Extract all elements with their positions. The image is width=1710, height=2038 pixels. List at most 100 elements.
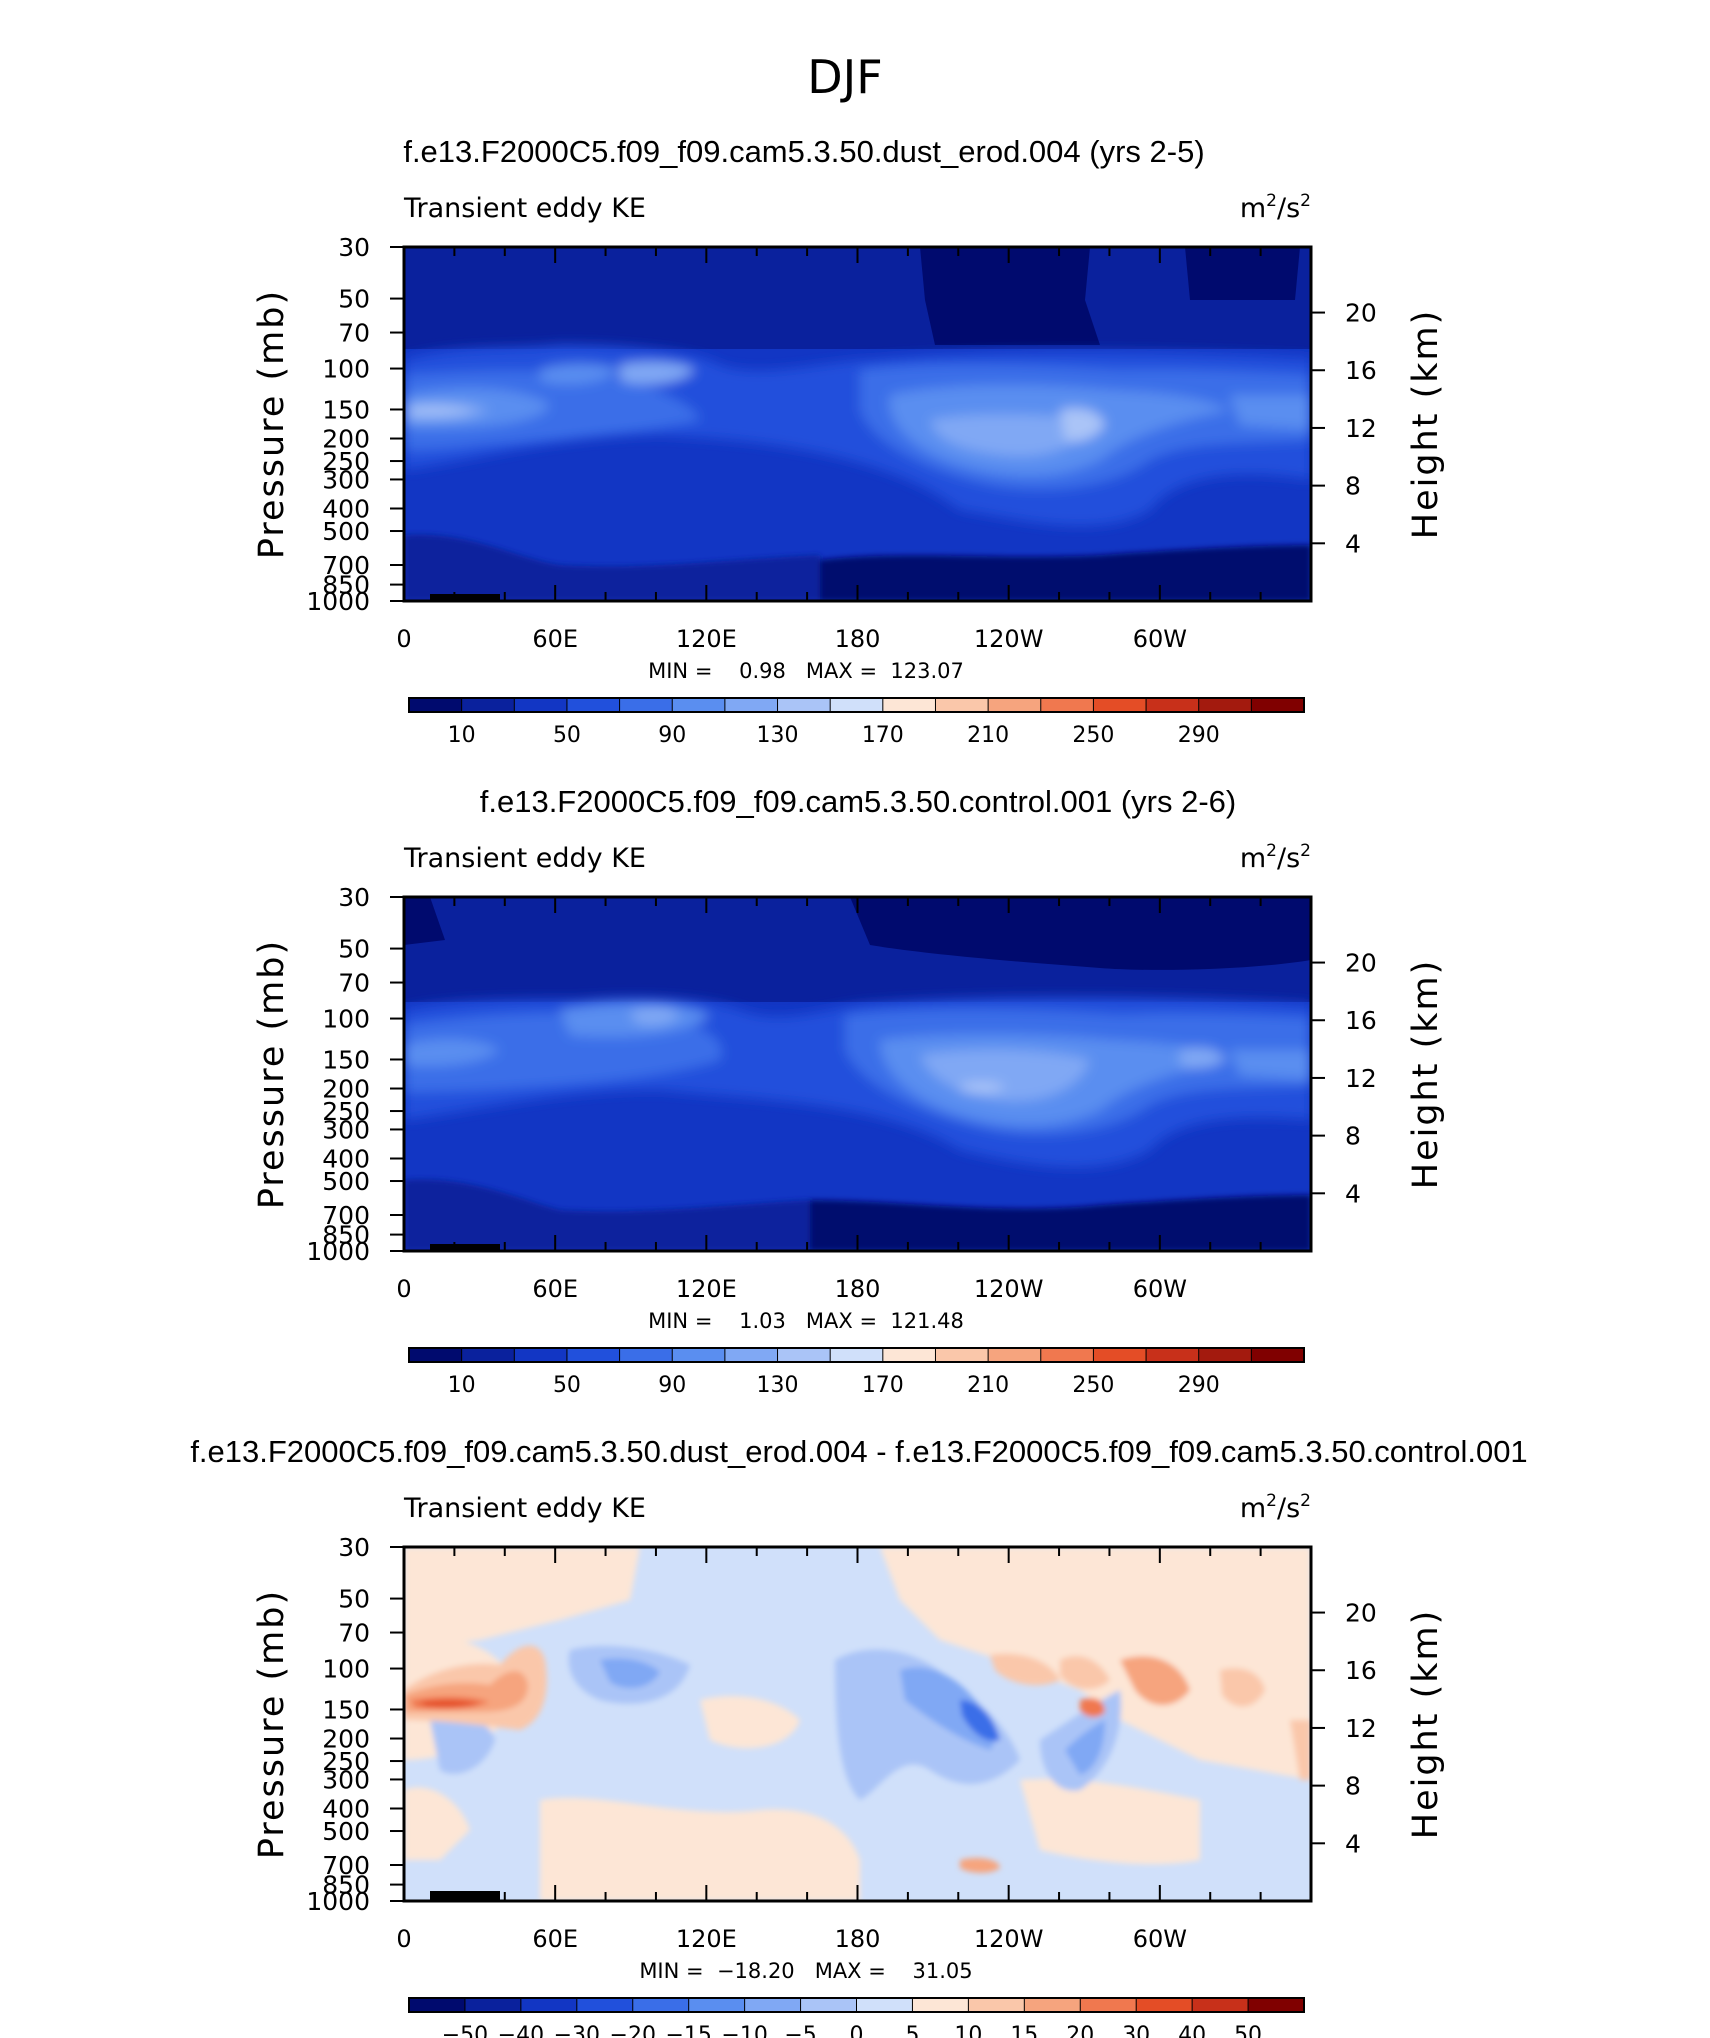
- y-tick-label: 500: [322, 517, 370, 546]
- x-tick-label: 0: [396, 625, 411, 653]
- field-negative: [900, 1667, 995, 1750]
- y2-axis-title: Height (km): [1406, 309, 1446, 540]
- colorbar-label: 210: [967, 723, 1009, 748]
- y-tick-label: 150: [322, 1695, 370, 1724]
- colorbar-box: [671, 1347, 726, 1363]
- colorbar-box: [934, 697, 990, 713]
- x-tick-label: 60E: [532, 625, 578, 653]
- panel-title: f.e13.F2000C5.f09_f09.cam5.3.50.dust_ero…: [190, 1434, 1527, 1469]
- colorbar-label: 170: [862, 723, 904, 748]
- y-axis-title: Pressure (mb): [252, 289, 292, 559]
- colorbar: −50 −40 −30 −20 −15 −10 −5 0 5 10 15 20 30 40 50: [408, 1997, 1305, 2038]
- y-axis-title: Pressure (mb): [252, 939, 292, 1209]
- stats-text: MIN = −18.20 MAX = 31.05: [639, 1959, 972, 1983]
- colorbar-box: [987, 697, 1042, 713]
- y-tick-label: 200: [322, 1725, 370, 1754]
- panel-dust-erod: f.e13.F2000C5.f09_f09.cam5.3.50.dust_ero…: [252, 134, 1446, 748]
- colorbar-label: −10: [721, 2023, 767, 2038]
- colorbar-label: 250: [1072, 1373, 1114, 1398]
- colorbar-box: [408, 1997, 466, 2013]
- colorbar-box: [829, 1347, 884, 1363]
- y-tick-label: 100: [322, 1655, 370, 1684]
- field-lower: [404, 1179, 810, 1251]
- field-strat-dark: [1185, 247, 1300, 300]
- colorbar-box: [408, 697, 463, 713]
- colorbar-box: [619, 697, 674, 713]
- field-positive: [1020, 1779, 1200, 1865]
- field-positive: [1220, 1668, 1265, 1707]
- field-positive: [420, 1700, 480, 1708]
- colorbar-box: [671, 697, 726, 713]
- y2-tick-label: 20: [1345, 299, 1377, 328]
- field-negative: [430, 1716, 495, 1774]
- y-tick-label: 850: [322, 571, 370, 600]
- colorbar-box: [566, 1347, 621, 1363]
- units-label: m2/s2: [1240, 1491, 1311, 1524]
- field-negative: [600, 1658, 660, 1688]
- field-stratosphere: [404, 247, 1311, 349]
- y2-tick-label: 16: [1345, 356, 1377, 385]
- y-tick-label: 70: [338, 1619, 370, 1648]
- y-tick-label: 250: [322, 1097, 370, 1126]
- y-tick-label: 850: [322, 1221, 370, 1250]
- field-jet-core: [404, 1038, 500, 1067]
- contour-field: [404, 897, 1311, 1251]
- colorbar-label: 290: [1178, 723, 1220, 748]
- colorbar-box: [987, 1347, 1042, 1363]
- x-tick-label: 60W: [1133, 1925, 1187, 1953]
- field-positive: [990, 1653, 1060, 1686]
- colorbar-box: [461, 1347, 516, 1363]
- y-tick-label: 700: [322, 551, 370, 580]
- colorbar-label: 210: [967, 1373, 1009, 1398]
- y-tick-label: 1000: [306, 587, 370, 616]
- colorbar-box: [1023, 1997, 1082, 2013]
- panel-title: f.e13.F2000C5.f09_f09.cam5.3.50.control.…: [480, 784, 1237, 819]
- y-tick-label: 100: [322, 355, 370, 384]
- field-jet-core: [960, 1082, 1005, 1093]
- colorbar-label: 250: [1072, 723, 1114, 748]
- x-tick-label: 0: [396, 1275, 411, 1303]
- colorbar-label: −50: [442, 2023, 488, 2038]
- y-axis-title: Pressure (mb): [252, 1589, 292, 1859]
- colorbar: 10 50 90 130 170 210 250 290: [408, 697, 1305, 748]
- y-tick-label: 200: [322, 425, 370, 454]
- units-label: m2/s2: [1240, 191, 1311, 224]
- y-tick-label: 300: [322, 1115, 370, 1144]
- x-tick-label: 60W: [1133, 1275, 1187, 1303]
- field-jet-core: [1180, 1047, 1225, 1069]
- panel-difference: f.e13.F2000C5.f09_f09.cam5.3.50.dust_ero…: [190, 1434, 1527, 2038]
- y2-tick-label: 8: [1345, 1122, 1361, 1151]
- field-negative: [835, 1649, 1020, 1800]
- field-positive: [404, 1547, 640, 1650]
- field-lower: [404, 534, 820, 601]
- y-tick-label: 100: [322, 1005, 370, 1034]
- y-tick-label: 70: [338, 319, 370, 348]
- field-positive: [700, 1696, 800, 1749]
- colorbar-label: 40: [1178, 2023, 1206, 2038]
- field-positive: [540, 1797, 860, 1901]
- y-tick-label: 300: [322, 465, 370, 494]
- colorbar-box: [934, 1347, 990, 1363]
- y2-tick-label: 8: [1345, 1772, 1361, 1801]
- y2-tick-label: 4: [1345, 1179, 1361, 1208]
- y-tick-label: 30: [338, 883, 370, 912]
- y-tick-label: 250: [322, 1747, 370, 1776]
- colorbar-box: [619, 1347, 674, 1363]
- colorbar-label: 290: [1178, 1373, 1220, 1398]
- field-jet-core: [630, 1007, 680, 1026]
- colorbar-box: [1247, 1997, 1305, 2013]
- y2-tick-label: 20: [1345, 1599, 1377, 1628]
- y-tick-label: 150: [322, 1045, 370, 1074]
- y2-axis-title: Height (km): [1406, 1609, 1446, 1840]
- colorbar-box: [800, 1997, 858, 2013]
- y2-tick-label: 12: [1345, 1064, 1377, 1093]
- y2-tick-label: 12: [1345, 414, 1377, 443]
- colorbar-label: 10: [448, 723, 476, 748]
- colorbar-label: 50: [553, 723, 581, 748]
- field-jet-core: [1230, 1050, 1311, 1080]
- colorbar-box: [1250, 697, 1305, 713]
- colorbar-frame: [408, 1347, 1305, 1363]
- colorbar-box: [724, 1347, 779, 1363]
